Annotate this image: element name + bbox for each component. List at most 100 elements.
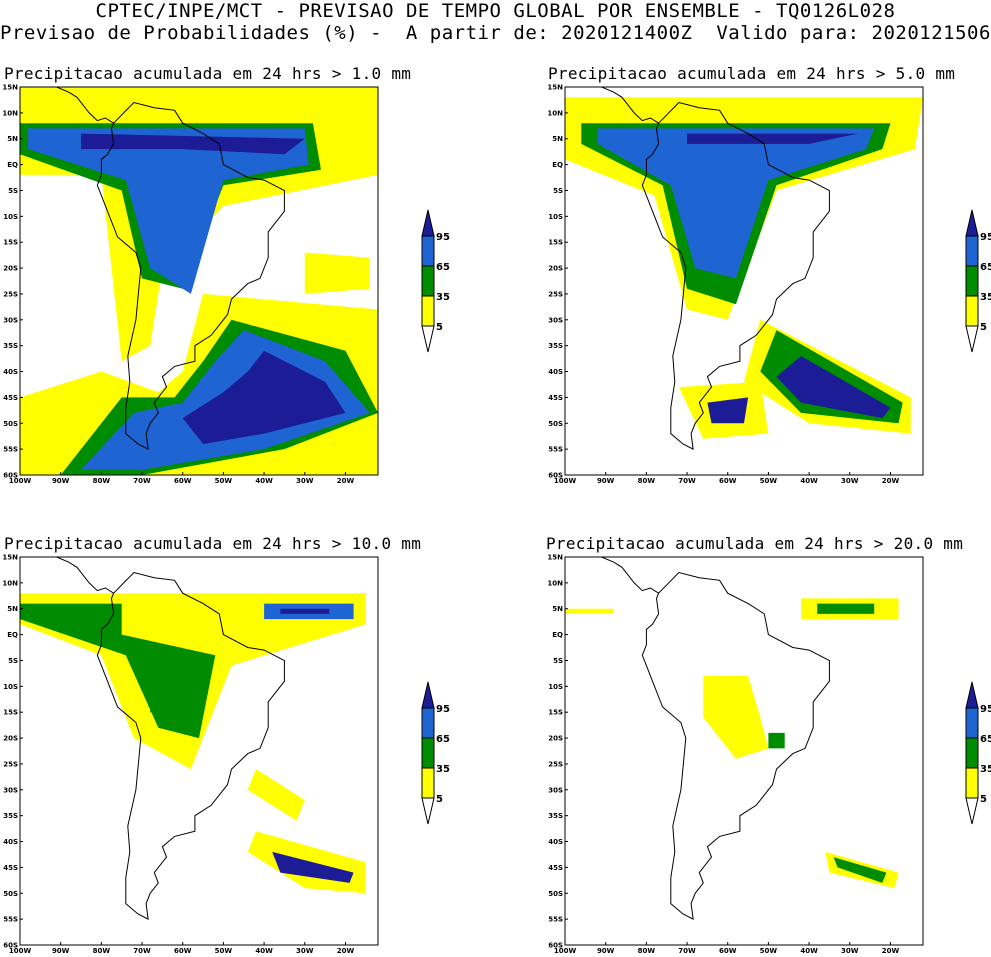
colorbar-label: 65 [436,262,450,273]
lon-label: 80W [93,477,111,485]
colorbar-segment [421,235,435,267]
lat-label: EQ [7,631,18,639]
probability-region [833,857,887,883]
south-america-coastline [641,571,830,920]
lon-label: 20W [882,477,900,485]
lon-label: 70W [133,947,151,955]
map-plot: 15N 10N 5N EQ 5S 10S 15S 20S 25S 30S 35S 40S 45S 50S 5… [2,554,379,955]
lon-label: 50W [215,477,233,485]
lat-label: 10S [548,213,563,221]
main-title: CPTEC/INPE/MCT - PREVISAO DE TEMPO GLOBA… [95,0,896,22]
colorbar-label: 95 [980,232,991,243]
lon-label: 20W [882,947,900,955]
lat-label: 15S [548,239,563,247]
probability-region [182,350,346,444]
map-frame [564,86,924,476]
colorbar-label: 5 [980,794,987,805]
lon-label: 90W [52,947,70,955]
colorbar-label: 95 [980,704,991,715]
lon-label: 50W [760,477,778,485]
colorbar-label: 65 [436,734,450,745]
lat-label: 20S [548,735,563,743]
colorbar-bottom-arrow [965,797,979,825]
colorbar-segment [421,767,435,799]
lat-label: 35S [548,812,563,820]
colorbar-segment [965,707,979,739]
lat-label: 15S [548,709,563,717]
lon-label: 90W [597,477,615,485]
map-panel-5mm: 15N 10N 5N EQ 5S 10S 15S 20S 25S 30S 35S 40S 45S 50S 5… [547,84,924,485]
colorbar-label: 5 [436,322,443,333]
lat-label: 35S [3,812,18,820]
lat-label: 15N [547,84,563,92]
lat-label: 5N [552,135,563,143]
probability-region [703,676,769,759]
colorbar-label: 35 [436,292,450,303]
colorbar-segment [965,767,979,799]
south-america-coastline [96,101,285,450]
probability-region [81,133,305,155]
lat-label: 40S [548,838,563,846]
lon-label: 100W [9,947,32,955]
lon-label: 60W [174,477,192,485]
probability-region [707,397,749,424]
colorbar-label: 5 [436,794,443,805]
lat-label: EQ [552,161,563,169]
lat-label: 25S [548,760,563,768]
lat-label: 30S [548,786,563,794]
lat-label: 10N [2,109,18,117]
colorbar-top-arrow [965,681,979,709]
colorbar-bottom-arrow [965,325,979,353]
lon-label: 60W [719,477,737,485]
south-america-coastline [641,101,830,450]
lat-label: 10N [2,579,18,587]
colorbar-segment [965,235,979,267]
colorbar-segment [965,737,979,769]
map-panel-20mm: 15N 10N 5N EQ 5S 10S 15S 20S 25S 30S 35S 40S 45S 50S 5… [547,554,924,955]
colorbar-label: 65 [980,262,991,273]
lat-label: 60S [548,942,563,950]
lat-label: 20S [548,265,563,273]
colorbar-bottom-arrow [421,797,435,825]
central-america-coastline [597,86,659,124]
lat-label: 10S [548,683,563,691]
panel-4-title: Precipitacao acumulada em 24 hrs > 20.0 … [546,534,964,553]
lat-label: 50S [3,420,18,428]
panel-2-title: Precipitacao acumulada em 24 hrs > 5.0 m… [548,64,956,83]
lon-label: 40W [800,477,818,485]
probability-region [597,128,875,279]
colorbar-panel-4: 5 35 65 95 [965,681,991,825]
lat-label: 10N [547,109,563,117]
colorbar-panel-2: 5 35 65 95 [965,209,991,353]
lat-label: 30S [3,316,18,324]
probability-region [280,608,330,614]
lat-label: 55S [548,916,563,924]
lat-label: 50S [3,890,18,898]
map-frame [564,556,924,946]
lon-label: 80W [638,947,656,955]
map-plot: 15N 10N 5N EQ 5S 10S 15S 20S 25S 30S 35S 40S 45S 50S 5… [547,554,924,955]
lat-label: 30S [3,786,18,794]
central-america-coastline [597,556,659,594]
lon-label: 40W [255,477,273,485]
lon-label: 50W [215,947,233,955]
lat-label: 50S [548,420,563,428]
lon-label: 100W [9,477,32,485]
colorbar-panel-3: 5 35 65 95 [421,681,450,825]
probability-region [247,769,305,821]
lon-label: 50W [760,947,778,955]
map-plot: 15N 10N 5N EQ 5S 10S 15S 20S 25S 30S 35S 40S 45S 50S 5… [2,84,379,485]
lat-label: 35S [548,342,563,350]
colorbar-segment [421,737,435,769]
sub-title: Previsao de Probabilidades (%) - A parti… [0,22,991,44]
lat-label: 60S [3,472,18,480]
colorbar-label: 35 [980,764,991,775]
map-frame [19,556,379,946]
lat-label: 5S [553,187,563,195]
lat-label: 5N [7,135,18,143]
lat-label: 45S [3,394,18,402]
map-frame [19,86,379,476]
lon-label: 70W [678,477,696,485]
lat-label: 25S [3,290,18,298]
lat-label: 55S [548,446,563,454]
